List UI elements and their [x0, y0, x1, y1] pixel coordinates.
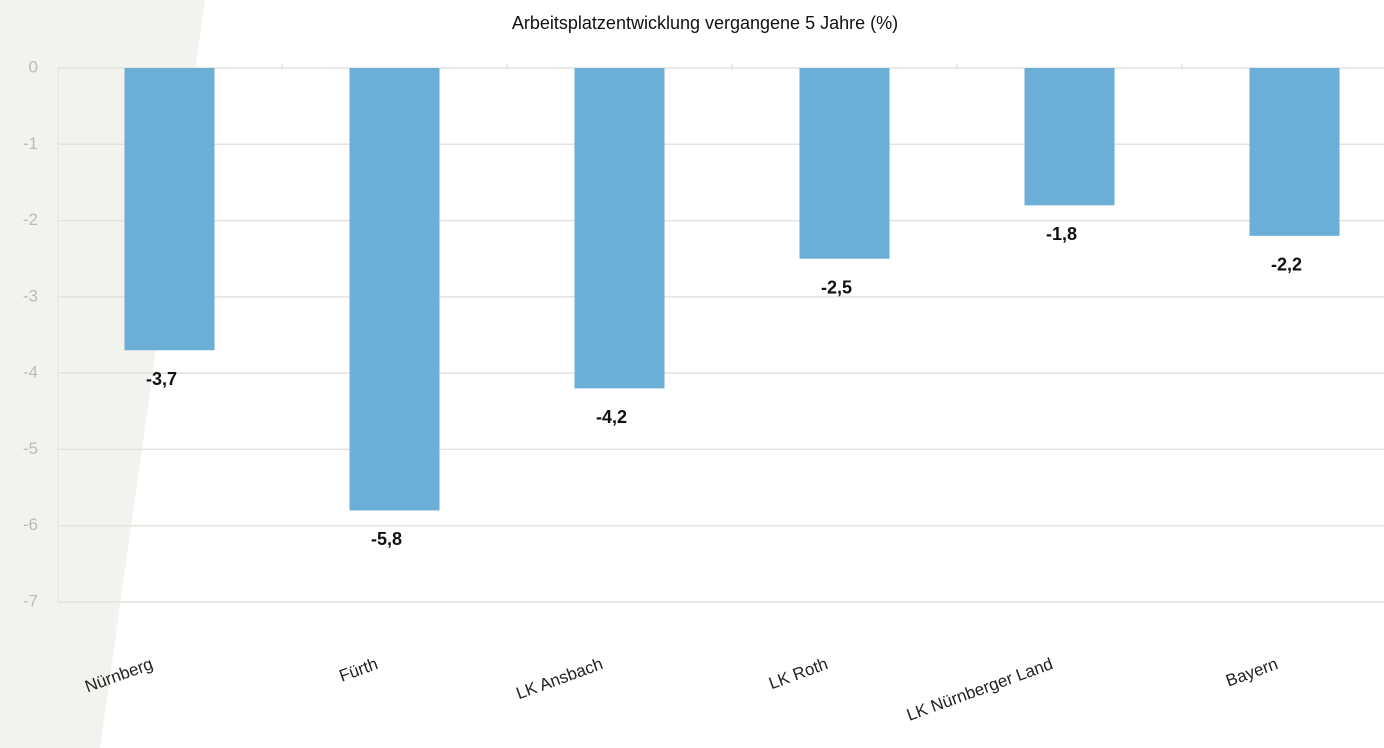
- y-tick-label: -3: [23, 286, 38, 305]
- y-tick-label: -5: [23, 439, 38, 458]
- bar: [574, 68, 665, 389]
- y-tick-label: -7: [23, 591, 38, 610]
- data-label: -5,8: [371, 529, 402, 549]
- y-tick-label: 0: [29, 57, 38, 76]
- chart-title: Arbeitsplatzentwicklung vergangene 5 Jah…: [512, 13, 898, 33]
- bar: [1249, 68, 1340, 236]
- bar: [124, 68, 215, 351]
- y-tick-label: -6: [23, 515, 38, 534]
- bar: [1024, 68, 1115, 206]
- data-label: -1,8: [1046, 224, 1077, 244]
- x-tick-label: LK Ansbach: [514, 654, 606, 703]
- data-label: -2,5: [821, 277, 852, 297]
- bar: [799, 68, 890, 259]
- y-tick-label: -4: [23, 363, 38, 382]
- y-tick-label: -1: [23, 134, 38, 153]
- x-tick-label: LK Nürnberger Land: [904, 654, 1055, 725]
- data-label: -3,7: [146, 369, 177, 389]
- data-label: -4,2: [596, 407, 627, 427]
- data-label: -2,2: [1271, 255, 1302, 275]
- x-tick-label: LK Roth: [766, 654, 830, 693]
- bar: [349, 68, 440, 511]
- x-tick-label: Fürth: [337, 654, 381, 685]
- y-tick-label: -2: [23, 210, 38, 229]
- x-tick-label: Bayern: [1223, 654, 1280, 690]
